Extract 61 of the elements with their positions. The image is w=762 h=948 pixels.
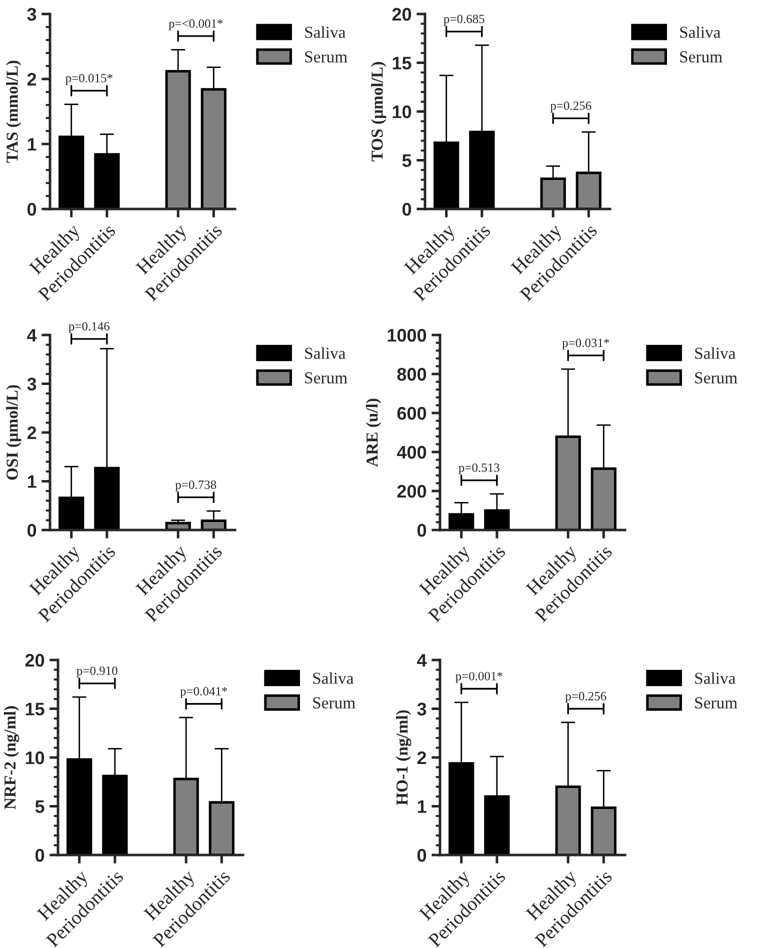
y-tick-label: 2	[27, 426, 36, 440]
y-tick-label: 5	[35, 800, 44, 813]
annotation: p=0.031*	[562, 338, 610, 350]
y-tick-label: 1000	[388, 328, 426, 342]
annotation: p=<0.001*	[168, 19, 223, 30]
y-tick-label: 0	[417, 848, 426, 862]
y-tick-label: 10	[392, 105, 412, 118]
y-axis-title: OSI (μmol/L)	[6, 385, 22, 480]
annotation: p=0.513	[458, 463, 500, 474]
annotation: p=0.910	[76, 666, 118, 678]
y-tick-label: 2	[417, 751, 426, 764]
y-tick-label: 800	[397, 368, 426, 381]
y-tick-label: 3	[27, 378, 36, 390]
y-tick-label: 400	[396, 446, 426, 459]
text: p=0.146	[68, 322, 110, 334]
annotation: p=0.738	[175, 480, 216, 492]
y-tick-label: 4	[417, 654, 427, 667]
legend-label: Serum	[695, 372, 738, 384]
y-tick-label: 20	[392, 8, 412, 21]
y-tick-label: 0	[417, 524, 426, 537]
annotation: p=0.256	[550, 102, 592, 112]
y-tick-label: 2	[27, 72, 36, 86]
y-tick-label: 1	[28, 138, 36, 151]
y-tick-label: 1	[418, 800, 426, 813]
y-tick-label: 15	[392, 56, 412, 70]
y-tick-label: 0	[402, 202, 412, 216]
y-tick-label: 0	[35, 848, 44, 862]
legend-label: Serum	[680, 51, 722, 62]
y-axis-title: NRF-2 (ng/ml)	[4, 706, 20, 810]
y-axis-title: HO-1 (ng/ml)	[396, 710, 412, 806]
y-axis-title: TAS (mmol/L)	[6, 60, 22, 163]
legend-label: Saliva	[305, 26, 346, 38]
annotation: p=0.001*	[456, 672, 502, 683]
legend-label: Saliva	[695, 347, 736, 359]
y-tick-label: 10	[26, 751, 44, 764]
annotation: p=0.685	[444, 14, 484, 26]
legend-label: Saliva	[305, 347, 346, 359]
legend-label: Saliva	[313, 672, 354, 684]
annotation: p=0.256	[565, 692, 606, 703]
legend-label: Saliva	[695, 672, 736, 684]
y-tick-label: 4	[27, 329, 37, 342]
y-tick-label: 1	[28, 475, 36, 488]
legend-label: Serum	[313, 697, 356, 708]
legend-label: Saliva	[680, 26, 720, 38]
annotation: p=0.041*	[180, 687, 228, 698]
y-tick-label: 600	[397, 406, 426, 420]
legend-label: Serum	[695, 697, 738, 708]
bar	[165, 522, 191, 530]
y-tick-label: 5	[402, 154, 412, 167]
y-tick-label: 0	[27, 202, 36, 216]
y-tick-label: 3	[417, 702, 426, 716]
legend-label: Serum	[305, 372, 348, 384]
legend-label: Serum	[305, 51, 348, 62]
y-tick-label: 200	[397, 484, 426, 498]
annotation: p=0.015*	[66, 74, 112, 85]
y-tick-label: 20	[25, 654, 44, 667]
y-tick-label: 15	[26, 702, 44, 716]
y-axis-title: ARE (u/l)	[366, 398, 382, 467]
y-tick-label: 0	[27, 524, 36, 537]
y-tick-label: 3	[27, 8, 36, 21]
y-axis-title: TOS (μmol/L)	[371, 62, 386, 162]
